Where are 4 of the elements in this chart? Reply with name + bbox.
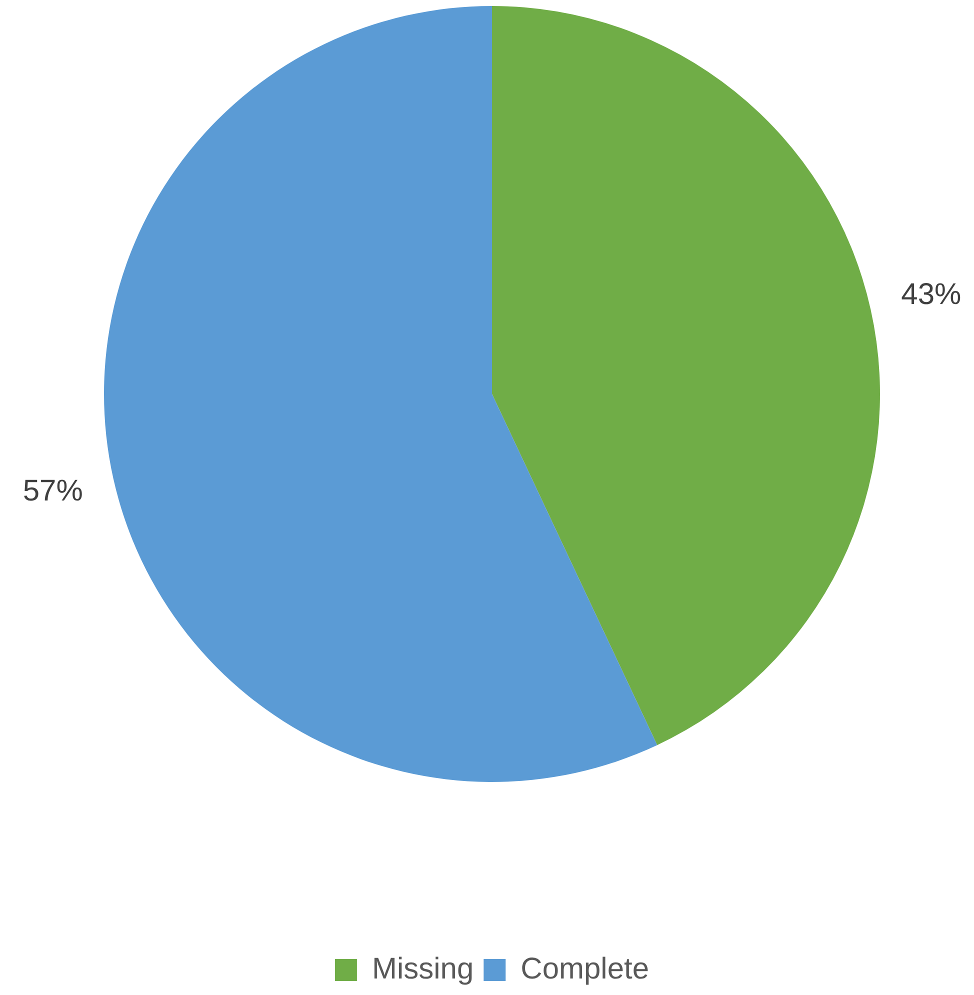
- data-label: 57%: [22, 474, 83, 508]
- legend-label: Missing: [372, 952, 474, 986]
- data-label: 43%: [901, 278, 962, 312]
- legend-label: Complete: [520, 952, 650, 986]
